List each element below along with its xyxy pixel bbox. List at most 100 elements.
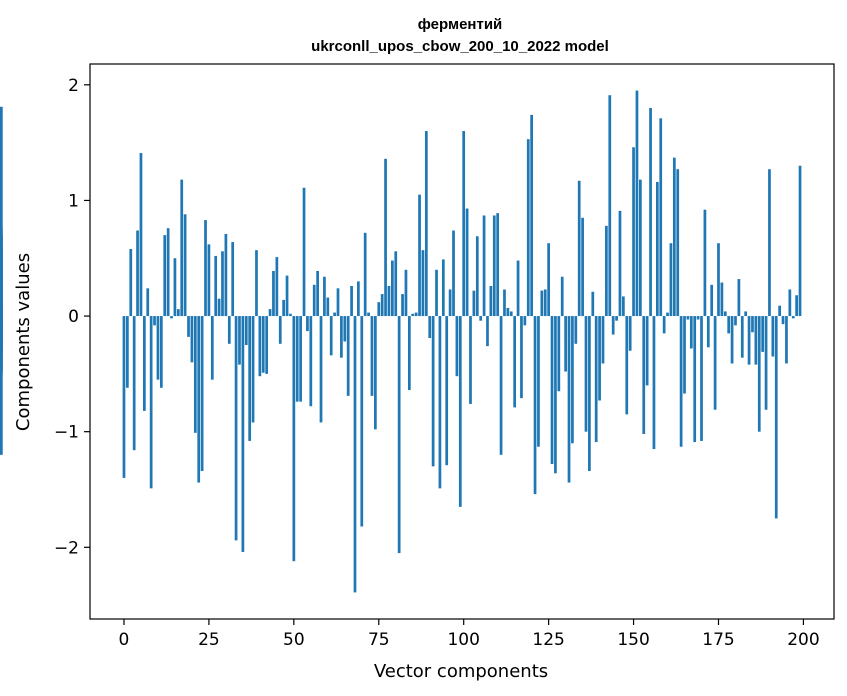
bar-14 [170, 316, 173, 319]
bar-undefined [0, 235, 3, 317]
bar-88 [421, 250, 425, 317]
bar-0 [122, 316, 126, 478]
bar-35 [241, 316, 245, 552]
bar-149 [628, 316, 632, 351]
bar-57 [316, 270, 319, 317]
bar-131 [567, 316, 571, 483]
bar-158 [659, 118, 663, 317]
bar-27 [214, 255, 218, 317]
bar-92 [435, 269, 438, 317]
bar-179 [730, 316, 734, 364]
bar-70 [360, 316, 364, 527]
chart-title-line1: ферментий [418, 16, 503, 33]
bar-155 [649, 107, 652, 317]
bar-11 [159, 316, 163, 388]
bar-167 [689, 316, 693, 349]
bar-undefined [0, 316, 3, 455]
bar-undefined [0, 316, 3, 330]
bar-98 [455, 316, 459, 377]
bar-199 [798, 165, 802, 317]
bar-41 [261, 316, 265, 373]
bar-145 [615, 316, 618, 321]
bar-39 [255, 250, 258, 317]
bar-159 [662, 316, 666, 334]
bar-103 [472, 290, 476, 317]
bar-134 [577, 180, 581, 317]
bar-192 [774, 316, 778, 519]
bar-123 [540, 290, 544, 317]
bar-9 [153, 316, 156, 326]
bar-162 [672, 157, 676, 317]
bar-33 [234, 316, 238, 541]
bar-48 [285, 275, 289, 317]
bar-76 [380, 294, 384, 317]
bar-171 [703, 209, 707, 317]
x-axis-label: Vector components [374, 661, 548, 682]
bar-47 [282, 299, 285, 317]
bar-24 [204, 220, 207, 317]
bar-169 [696, 316, 700, 320]
bar-86 [414, 312, 418, 317]
bar-122 [537, 316, 540, 447]
bar-80 [394, 251, 398, 317]
x-tick-label-50: 50 [283, 630, 305, 650]
bar-141 [601, 316, 605, 364]
bar-undefined [0, 106, 3, 317]
bar-119 [526, 139, 530, 317]
bar-194 [781, 316, 785, 325]
bar-136 [584, 316, 588, 432]
bar-22 [197, 316, 201, 483]
bar-26 [210, 316, 214, 380]
y-tick-label-2: 2 [68, 76, 79, 96]
bar-144 [611, 316, 615, 335]
bar-8 [149, 316, 153, 489]
bar-147 [622, 296, 625, 317]
y-tick-label--1: −1 [54, 423, 79, 443]
bar-121 [533, 316, 537, 495]
bar-118 [523, 316, 527, 326]
bar-173 [710, 284, 714, 317]
bar-69 [357, 281, 360, 317]
x-tick-label-200: 200 [787, 630, 819, 650]
bar-102 [469, 316, 472, 404]
bar-97 [452, 230, 455, 317]
bar-137 [588, 316, 591, 471]
bar-59 [323, 276, 326, 317]
x-axis: 0 25 50 75 100 125 150 175 200 [119, 619, 820, 650]
bar-178 [727, 316, 731, 334]
bar-99 [458, 316, 462, 507]
bar-187 [757, 316, 761, 432]
bar-25 [207, 244, 211, 317]
bar-82 [401, 294, 404, 317]
bar-112 [503, 289, 506, 317]
bar-15 [173, 258, 177, 317]
bar-81 [397, 316, 401, 554]
x-tick-label-0: 0 [119, 630, 130, 650]
bar-190 [768, 169, 771, 317]
bar-83 [404, 269, 408, 317]
bar-58 [319, 316, 323, 423]
bar-180 [734, 316, 737, 326]
bar-177 [723, 311, 727, 317]
bar-46 [278, 316, 282, 344]
bar-42 [265, 316, 269, 374]
bar-94 [441, 259, 445, 317]
bar-87 [418, 194, 421, 317]
bar-66 [346, 316, 350, 396]
y-tick-label-1: 1 [68, 191, 79, 211]
bar-110 [496, 213, 500, 317]
bar-40 [258, 316, 262, 377]
bar-183 [744, 311, 748, 317]
bar-85 [411, 313, 415, 317]
bar-undefined [0, 316, 3, 351]
x-tick-label-150: 150 [617, 630, 649, 650]
bar-172 [706, 316, 710, 348]
bar-181 [737, 279, 741, 317]
bar-1 [126, 316, 129, 388]
bar-89 [424, 131, 428, 317]
bar-182 [740, 316, 744, 358]
bar-108 [489, 286, 493, 317]
bar-90 [428, 316, 432, 339]
bar-170 [700, 316, 703, 441]
bar-68 [353, 316, 357, 593]
